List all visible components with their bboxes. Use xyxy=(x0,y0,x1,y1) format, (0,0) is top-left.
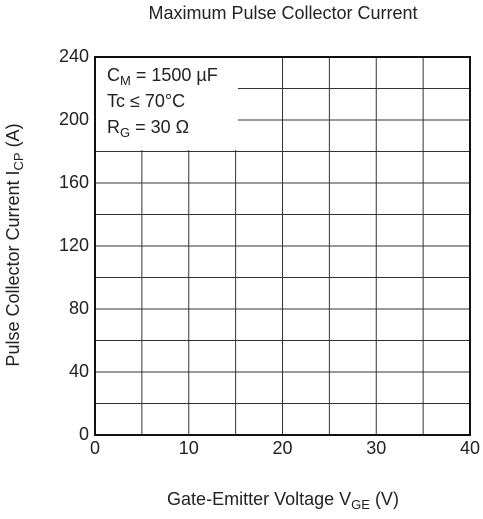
annotation-main: R xyxy=(107,117,120,137)
annotation-main: C xyxy=(107,65,120,85)
y-tick-label: 0 xyxy=(79,424,89,444)
y-tick-label: 80 xyxy=(69,298,89,318)
y-axis-label-main: Pulse Collector Current I xyxy=(3,170,23,366)
x-axis-label: Gate-Emitter Voltage VGE (V) xyxy=(167,489,399,513)
chart-title: Maximum Pulse Collector Current xyxy=(148,3,417,23)
annotation-rest: = 1500 µF xyxy=(131,65,218,85)
y-axis-label-rest: (A) xyxy=(3,123,23,152)
annotation: RG = 30 Ω xyxy=(107,117,189,141)
x-tick-label: 40 xyxy=(460,438,480,458)
y-axis-label: Pulse Collector Current ICP (A) xyxy=(3,123,27,366)
x-tick-label: 10 xyxy=(179,438,199,458)
x-tick-label: 0 xyxy=(90,438,100,458)
y-tick-label: 40 xyxy=(69,361,89,381)
x-axis-label-main: Gate-Emitter Voltage V xyxy=(167,489,351,509)
y-tick-label: 120 xyxy=(59,235,89,255)
x-tick-label: 30 xyxy=(366,438,386,458)
annotation-box xyxy=(96,58,238,150)
annotation-rest: = 30 Ω xyxy=(130,117,189,137)
x-tick-label: 20 xyxy=(272,438,292,458)
annotation-sub: G xyxy=(120,125,130,140)
y-axis-label-sub: CP xyxy=(11,152,26,170)
y-tick-label: 160 xyxy=(59,172,89,192)
annotation-sub: M xyxy=(120,73,131,88)
annotation: CM = 1500 µF xyxy=(107,65,218,89)
y-tick-label: 200 xyxy=(59,109,89,129)
plot-frame xyxy=(94,56,471,436)
x-axis-label-rest: (V) xyxy=(370,489,399,509)
y-tick-label: 240 xyxy=(59,46,89,66)
x-axis-label-sub: GE xyxy=(351,497,370,512)
annotation-main: Tc ≤ 70°C xyxy=(107,91,185,111)
annotation: Tc ≤ 70°C xyxy=(107,91,185,111)
